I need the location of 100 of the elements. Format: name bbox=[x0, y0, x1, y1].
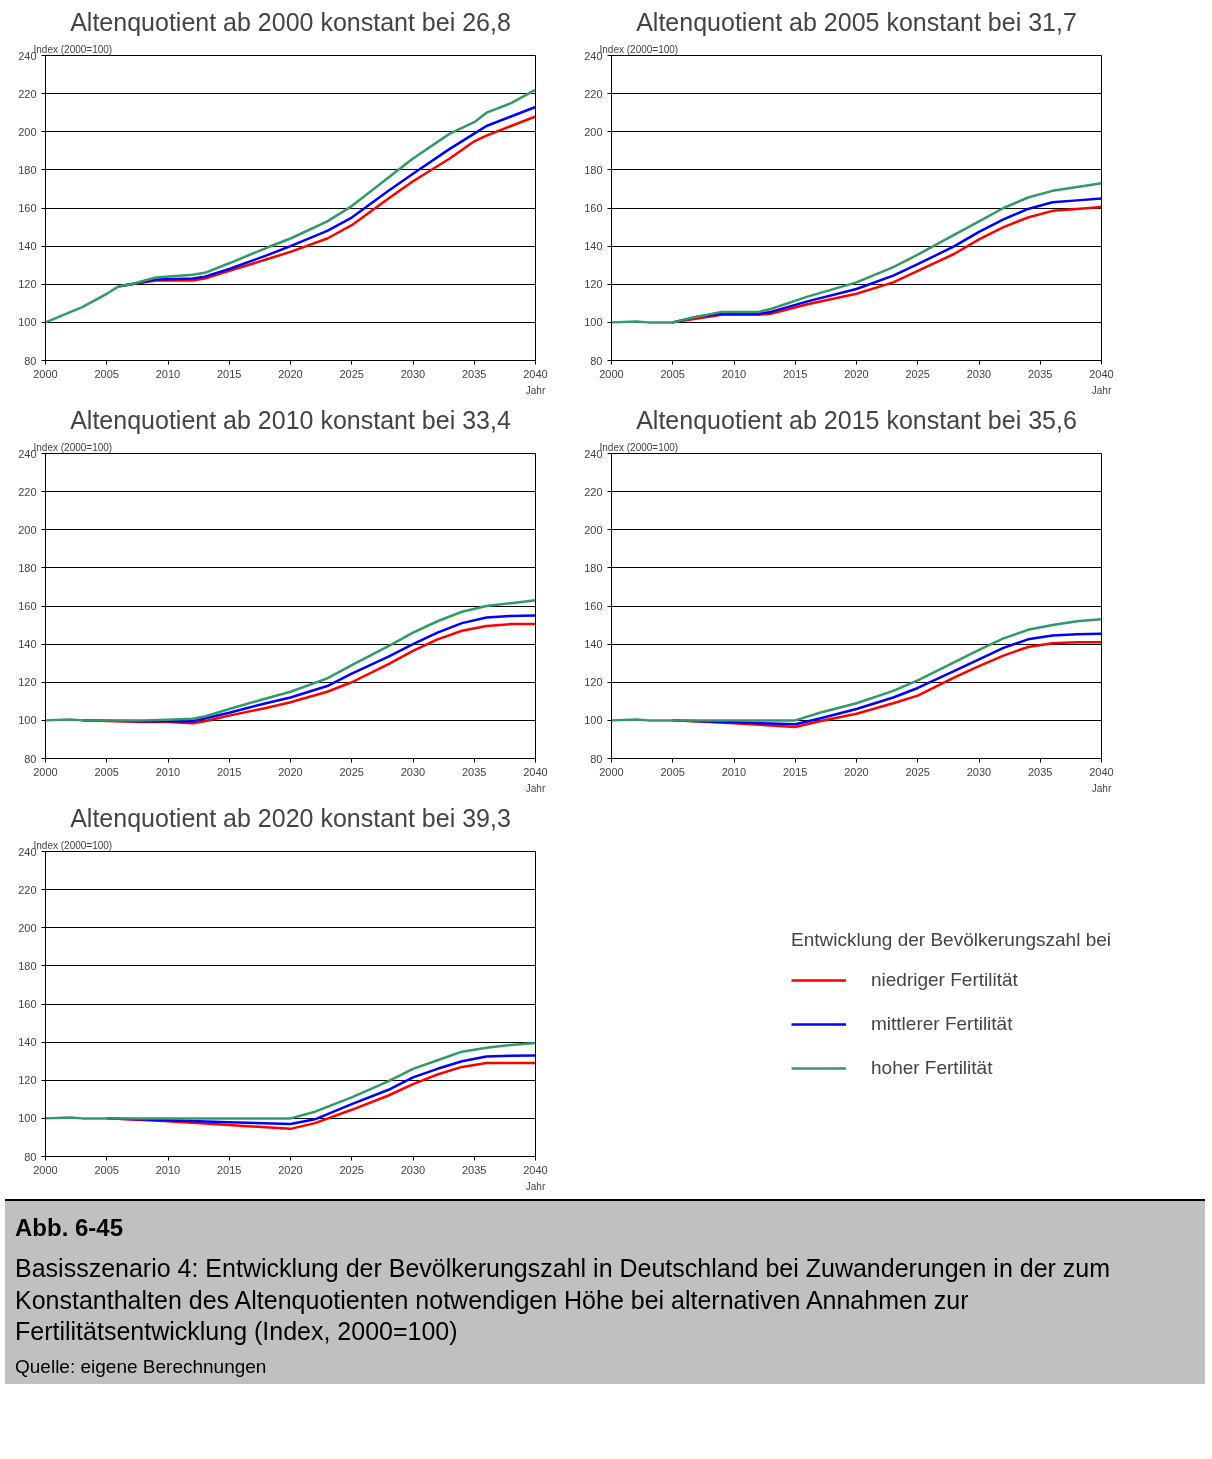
x-tick-label: 2035 bbox=[462, 1163, 487, 1176]
chart-title: Altenquotient ab 2000 konstant bei 26,8 bbox=[70, 7, 511, 36]
y-tick-label: 140 bbox=[584, 638, 603, 651]
x-tick-label: 2000 bbox=[33, 1163, 58, 1176]
x-tick-label: 2005 bbox=[660, 367, 685, 380]
x-axis-title: Jahr bbox=[525, 1180, 546, 1192]
legend-label: hoher Fertilität bbox=[870, 1056, 993, 1079]
y-tick-label: 80 bbox=[24, 354, 37, 367]
y-tick-label: 160 bbox=[18, 600, 37, 612]
y-tick-label: 220 bbox=[584, 485, 603, 498]
y-tick-label: 140 bbox=[18, 638, 37, 651]
x-tick-label: 2030 bbox=[400, 367, 426, 380]
x-tick-label: 2020 bbox=[844, 367, 869, 380]
x-tick-label: 2015 bbox=[217, 765, 242, 778]
y-tick-label: 160 bbox=[18, 998, 37, 1010]
y-tick-label: 80 bbox=[590, 752, 603, 765]
y-tick-label: 120 bbox=[584, 676, 603, 689]
x-tick-label: 2035 bbox=[1028, 367, 1053, 380]
x-tick-label: 2000 bbox=[599, 367, 624, 380]
line-series bbox=[45, 1041, 536, 1120]
x-tick-label: 2025 bbox=[339, 367, 364, 380]
line-series bbox=[45, 88, 536, 324]
x-tick-label: 2030 bbox=[966, 367, 992, 380]
x-tick-label: 2020 bbox=[278, 765, 303, 778]
x-tick-label: 2025 bbox=[905, 367, 930, 380]
y-tick-label: 120 bbox=[18, 676, 37, 689]
x-tick-label: 2010 bbox=[721, 367, 747, 380]
y-tick-label: 180 bbox=[18, 959, 37, 972]
x-tick-label: 2025 bbox=[339, 765, 364, 778]
y-tick-label: 100 bbox=[584, 714, 603, 727]
x-tick-label: 2015 bbox=[783, 765, 808, 778]
x-tick-label: 2030 bbox=[966, 765, 992, 778]
y-tick-label: 200 bbox=[18, 921, 37, 934]
y-tick-label: 180 bbox=[584, 561, 603, 574]
x-tick-label: 2040 bbox=[1089, 367, 1114, 380]
x-tick-label: 2005 bbox=[94, 765, 119, 778]
y-tick-label: 160 bbox=[584, 202, 603, 214]
y-tick-label: 220 bbox=[18, 883, 37, 896]
y-tick-label: 180 bbox=[18, 163, 37, 176]
y-tick-label: 140 bbox=[584, 240, 603, 253]
text: Basisszenario 4: Entwicklung der Bevölkerungszahl in Deutschland bei Zuwanderungen in der zum Konstanthalten des Altenquotienten notwendigen Höhe bei alternativen Annahmen zur Fertilitätsentwicklung (Index, 2000=100) bbox=[15, 1253, 1112, 1347]
source-note: Quelle: eigene Berechnungen bbox=[15, 1355, 268, 1380]
x-tick-label: 2000 bbox=[33, 367, 58, 380]
y-tick-label: 200 bbox=[18, 523, 37, 536]
x-tick-label: 2015 bbox=[783, 367, 808, 380]
chart-title: Altenquotient ab 2020 konstant bei 39,3 bbox=[70, 803, 511, 832]
y-tick-label: 100 bbox=[584, 316, 603, 329]
x-tick-label: 2000 bbox=[33, 765, 58, 778]
x-axis-title: Jahr bbox=[1091, 782, 1112, 794]
chart-title: Altenquotient ab 2010 konstant bei 33,4 bbox=[70, 405, 511, 434]
x-tick-label: 2020 bbox=[278, 1163, 303, 1176]
y-tick-label: 100 bbox=[18, 714, 37, 727]
y-tick-label: 180 bbox=[18, 561, 37, 574]
x-tick-label: 2035 bbox=[462, 367, 487, 380]
y-tick-label: 220 bbox=[18, 485, 37, 498]
y-tick-label: 200 bbox=[584, 523, 603, 536]
y-tick-label: 80 bbox=[24, 752, 37, 765]
x-tick-label: 2025 bbox=[905, 765, 930, 778]
y-tick-label: 220 bbox=[584, 87, 603, 100]
y-tick-label: 100 bbox=[18, 316, 37, 329]
y-tick-label: 140 bbox=[18, 1036, 37, 1049]
x-tick-label: 2015 bbox=[217, 367, 242, 380]
x-tick-label: 2040 bbox=[523, 1163, 548, 1176]
chart-title: Altenquotient ab 2015 konstant bei 35,6 bbox=[636, 405, 1077, 434]
x-tick-label: 2000 bbox=[599, 765, 624, 778]
y-tick-label: 120 bbox=[584, 278, 603, 291]
x-tick-label: 2015 bbox=[217, 1163, 242, 1176]
x-tick-label: 2010 bbox=[155, 765, 181, 778]
x-tick-label: 2030 bbox=[400, 765, 426, 778]
line-series bbox=[611, 618, 1102, 722]
legend-title: Entwicklung der Bevölkerungszahl bei bbox=[790, 928, 1112, 951]
x-tick-label: 2025 bbox=[339, 1163, 364, 1176]
x-axis-title: Jahr bbox=[525, 384, 546, 396]
x-tick-label: 2010 bbox=[155, 1163, 181, 1176]
y-tick-label: 180 bbox=[584, 163, 603, 176]
legend-label: niedriger Fertilität bbox=[870, 968, 1018, 991]
y-tick-label: 200 bbox=[584, 125, 603, 138]
legend-label: mittlerer Fertilität bbox=[870, 1012, 1013, 1035]
line-series bbox=[611, 181, 1102, 324]
y-tick-label: 200 bbox=[18, 125, 37, 138]
y-tick-label: 80 bbox=[590, 354, 603, 367]
x-tick-label: 2005 bbox=[94, 1163, 119, 1176]
x-tick-label: 2005 bbox=[660, 765, 685, 778]
y-tick-label: 160 bbox=[584, 600, 603, 612]
x-tick-label: 2010 bbox=[721, 765, 747, 778]
x-tick-label: 2020 bbox=[278, 367, 303, 380]
x-tick-label: 2040 bbox=[1089, 765, 1114, 778]
x-tick-label: 2020 bbox=[844, 765, 869, 778]
x-tick-label: 2030 bbox=[400, 1163, 426, 1176]
y-tick-label: 120 bbox=[18, 1074, 37, 1087]
x-axis-title: Jahr bbox=[1091, 384, 1112, 396]
y-tick-label: 140 bbox=[18, 240, 37, 253]
line-series bbox=[45, 599, 536, 722]
caption: Abb. 6-45 bbox=[15, 1213, 125, 1243]
y-tick-label: 220 bbox=[18, 87, 37, 100]
y-tick-label: 120 bbox=[18, 278, 37, 291]
x-tick-label: 2040 bbox=[523, 765, 548, 778]
chart-title: Altenquotient ab 2005 konstant bei 31,7 bbox=[636, 7, 1077, 36]
x-tick-label: 2005 bbox=[94, 367, 119, 380]
x-tick-label: 2035 bbox=[1028, 765, 1053, 778]
